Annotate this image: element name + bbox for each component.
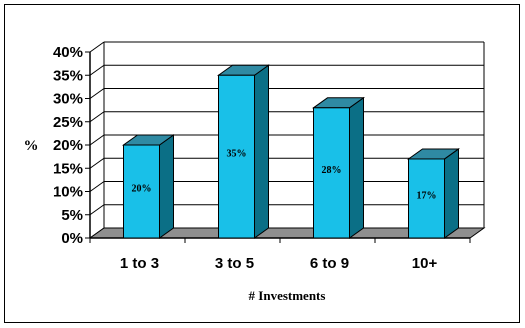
y-tick-label: 40% (53, 44, 83, 61)
bar-front (123, 144, 160, 239)
bar-10- (406, 147, 461, 239)
bar-6-to-9 (311, 96, 366, 239)
gridline-side (89, 157, 105, 169)
bar-front (313, 107, 350, 239)
gridline-side (89, 88, 105, 99)
y-tick-label: 20% (53, 137, 83, 154)
data-label: 28% (322, 165, 342, 176)
bar-front (218, 74, 255, 239)
bar-3-to-5 (216, 64, 271, 239)
bar-side (159, 134, 174, 239)
y-axis-label: % (24, 138, 39, 154)
x-axis-label: # Investments (249, 288, 326, 303)
y-tick-label: 10% (53, 184, 83, 201)
bar-side (444, 147, 459, 239)
labels: 0% 5% 10% 15% 20% 25% 30% 35% 40% 20% 1 to 3 35% 3 t… (53, 44, 437, 272)
y-tick-label: 30% (53, 91, 83, 108)
x-tick-label: 6 to 9 (310, 255, 349, 272)
bar-side (349, 96, 364, 239)
bar-1-to-3 (121, 134, 176, 239)
data-label: 17% (417, 190, 437, 201)
y-tick-label: 35% (53, 67, 83, 84)
gridline-side (89, 134, 105, 146)
gridline-side (89, 181, 105, 192)
bars (121, 64, 461, 239)
x-tick-label: 10+ (412, 255, 438, 272)
gridline-side (89, 41, 105, 53)
bar-side (254, 64, 269, 239)
x-tick-label: 3 to 5 (215, 255, 254, 272)
x-tick-label: 1 to 3 (120, 255, 159, 272)
y-tick-label: 15% (53, 160, 83, 177)
gridline-side (89, 204, 105, 216)
bar-front (408, 158, 445, 239)
y-tick-label: 5% (61, 207, 83, 224)
data-label: 35% (227, 149, 247, 160)
gridline-side (89, 64, 105, 76)
y-tick-label: 25% (53, 114, 83, 131)
y-tick-label: 0% (61, 230, 83, 247)
gridline-side (89, 111, 105, 123)
data-label: 20% (132, 184, 152, 195)
